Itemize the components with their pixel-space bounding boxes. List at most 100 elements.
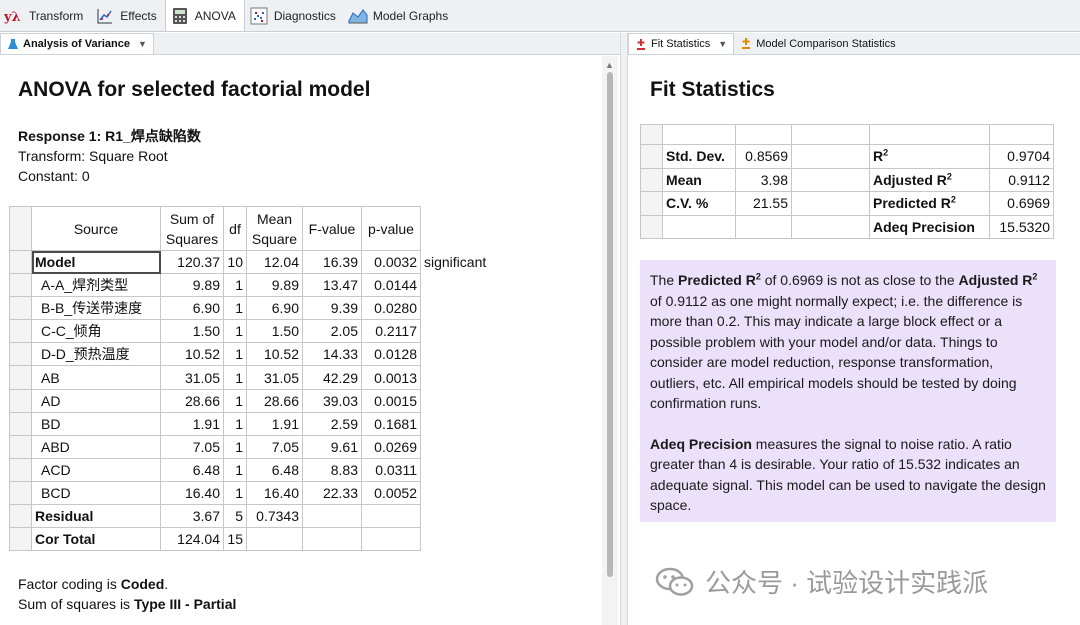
cell-mean-square: 6.90 — [246, 296, 303, 321]
cell-sum-of-squares: 1.91 — [160, 411, 224, 436]
tab-anova[interactable]: ANOVA — [164, 0, 245, 31]
cell-source: A-A_焊剂类型 — [31, 273, 161, 298]
cell-sum-of-squares: 31.05 — [160, 365, 224, 390]
stat-value: 15.5320 — [989, 214, 1054, 239]
tab-fit-statistics[interactable]: Fit Statistics ▼ — [628, 33, 735, 54]
row-header-cell — [9, 388, 32, 413]
tab-label: Transform — [29, 9, 84, 23]
cell-source: BD — [31, 411, 161, 436]
empty-cell — [791, 144, 870, 169]
chevron-down-icon[interactable]: ▼ — [138, 39, 147, 49]
stat-label: Adeq Precision — [869, 214, 990, 239]
table-row[interactable]: Model 120.37 10 12.04 16.39 0.0032 significant — [9, 249, 490, 275]
empty-cell — [791, 191, 870, 216]
cell-sum-of-squares: 10.52 — [160, 342, 224, 367]
panel-splitter[interactable] — [620, 33, 628, 625]
cell-sum-of-squares: 7.05 — [160, 434, 224, 459]
cell-mean-square: 12.04 — [246, 249, 303, 275]
cell-mean-square: 0.7343 — [246, 504, 303, 529]
cell-f-value: 22.33 — [302, 480, 362, 506]
row-header-cell — [9, 206, 32, 251]
response-label: Response 1: R1_焊点缺陷数 — [18, 128, 201, 144]
stat-label: Mean — [662, 167, 736, 192]
cell-f-value: 14.33 — [302, 342, 362, 367]
cell-p-value — [361, 527, 421, 552]
table-row[interactable]: A-A_焊剂类型 9.89 1 9.89 13.47 0.0144 — [9, 273, 490, 298]
cell-df: 1 — [223, 457, 247, 482]
watermark-text: 公众号 · 试验设计实践派 — [705, 568, 989, 598]
diagnostics-plot-icon — [249, 6, 269, 26]
cell-source: Model — [31, 249, 161, 275]
calculator-icon — [170, 6, 190, 26]
table-row[interactable]: Cor Total 124.04 15 — [9, 527, 490, 552]
stat-label: R2 — [869, 144, 990, 169]
cell-df: 1 — [223, 411, 247, 436]
cell-mean-square: 31.05 — [246, 365, 303, 390]
table-row[interactable]: AD 28.66 1 28.66 39.03 0.0015 — [9, 388, 490, 413]
table-row[interactable]: ACD 6.48 1 6.48 8.83 0.0311 — [9, 457, 490, 482]
cell-df: 1 — [223, 319, 247, 344]
cell-mean-square: 1.91 — [246, 411, 303, 436]
row-header-cell — [9, 480, 32, 506]
row-header-cell — [9, 411, 32, 436]
table-row[interactable]: ABD 7.05 1 7.05 9.61 0.0269 — [9, 434, 490, 459]
table-row[interactable]: Residual 3.67 5 0.7343 — [9, 504, 490, 529]
cell-p-value: 0.0052 — [361, 480, 421, 506]
cell-significance — [421, 528, 490, 551]
table-row[interactable]: BCD 16.40 1 16.40 22.33 0.0052 — [9, 480, 490, 506]
cell-significance — [421, 389, 490, 412]
header-df: df — [223, 206, 247, 251]
cell-f-value: 16.39 — [302, 249, 362, 275]
table-row[interactable]: B-B_传送带速度 6.90 1 6.90 9.39 0.0280 — [9, 296, 490, 321]
tab-diagnostics[interactable]: Diagnostics — [245, 1, 344, 31]
table-row[interactable]: D-D_预热温度 10.52 1 10.52 14.33 0.0128 — [9, 342, 490, 367]
interpretation-note: The Predicted R2 of 0.6969 is not as clo… — [640, 260, 1056, 522]
tab-analysis-of-variance[interactable]: Analysis of Variance ▼ — [0, 33, 154, 54]
cell-df: 1 — [223, 342, 247, 367]
cell-significance — [421, 343, 490, 366]
table-row[interactable]: AB 31.05 1 31.05 42.29 0.0013 — [9, 365, 490, 390]
cell-f-value: 9.39 — [302, 296, 362, 321]
watermark: 公众号 · 试验设计实践派 — [655, 563, 988, 600]
vertical-scrollbar[interactable]: ▲ — [602, 56, 618, 625]
cell-p-value: 0.1681 — [361, 411, 421, 436]
cell-mean-square: 1.50 — [246, 319, 303, 344]
table-row: C.V. % 21.55 Predicted R2 0.6969 — [640, 191, 1054, 216]
cell-sum-of-squares: 120.37 — [160, 249, 224, 275]
cell-source: Cor Total — [31, 527, 161, 552]
wechat-icon — [655, 566, 695, 598]
chevron-down-icon[interactable]: ▼ — [718, 39, 728, 49]
row-header-cell — [9, 296, 32, 321]
tab-effects[interactable]: Effects — [91, 1, 164, 31]
cell-mean-square: 16.40 — [246, 480, 303, 506]
cell-sum-of-squares: 6.48 — [160, 457, 224, 482]
tab-label: ANOVA — [194, 8, 236, 23]
stat-label: Std. Dev. — [662, 144, 736, 169]
top-tab-bar: yλ Transform Effects ANOVA Diagnostics — [0, 0, 1080, 32]
scrollbar-thumb[interactable] — [607, 72, 613, 577]
cell-significance — [421, 458, 490, 481]
table-row: Adeq Precision 15.5320 — [640, 214, 1054, 239]
tab-transform[interactable]: yλ Transform — [0, 1, 91, 31]
cell-p-value: 0.2117 — [361, 319, 421, 344]
cell-f-value: 13.47 — [302, 273, 362, 298]
stat-value: 0.6969 — [989, 191, 1054, 216]
tab-model-graphs[interactable]: Model Graphs — [344, 1, 456, 31]
cell-sum-of-squares: 1.50 — [160, 319, 224, 344]
row-header-cell — [9, 342, 32, 367]
stat-value: 0.9704 — [989, 144, 1054, 169]
fit-statistics-table: Std. Dev. 0.8569 R2 0.9704 Mean 3.98 Adjusted … — [640, 124, 1054, 239]
cell-mean-square: 7.05 — [246, 434, 303, 459]
tab-model-comparison-statistics[interactable]: Model Comparison Statistics — [734, 33, 901, 54]
table-row: Std. Dev. 0.8569 R2 0.9704 — [640, 144, 1054, 169]
cell-f-value: 8.83 — [302, 457, 362, 482]
cell-source: AB — [31, 365, 161, 390]
cell-df: 5 — [223, 504, 247, 529]
plus-minus-icon — [740, 37, 752, 50]
right-panel-tab-bar: Fit Statistics ▼ Model Comparison Statis… — [628, 33, 1080, 55]
table-row[interactable]: BD 1.91 1 1.91 2.59 0.1681 — [9, 411, 490, 436]
scroll-up-icon[interactable]: ▲ — [605, 60, 614, 70]
fit-statistics-title: Fit Statistics — [650, 78, 775, 101]
table-row[interactable]: C-C_倾角 1.50 1 1.50 2.05 0.2117 — [9, 319, 490, 344]
